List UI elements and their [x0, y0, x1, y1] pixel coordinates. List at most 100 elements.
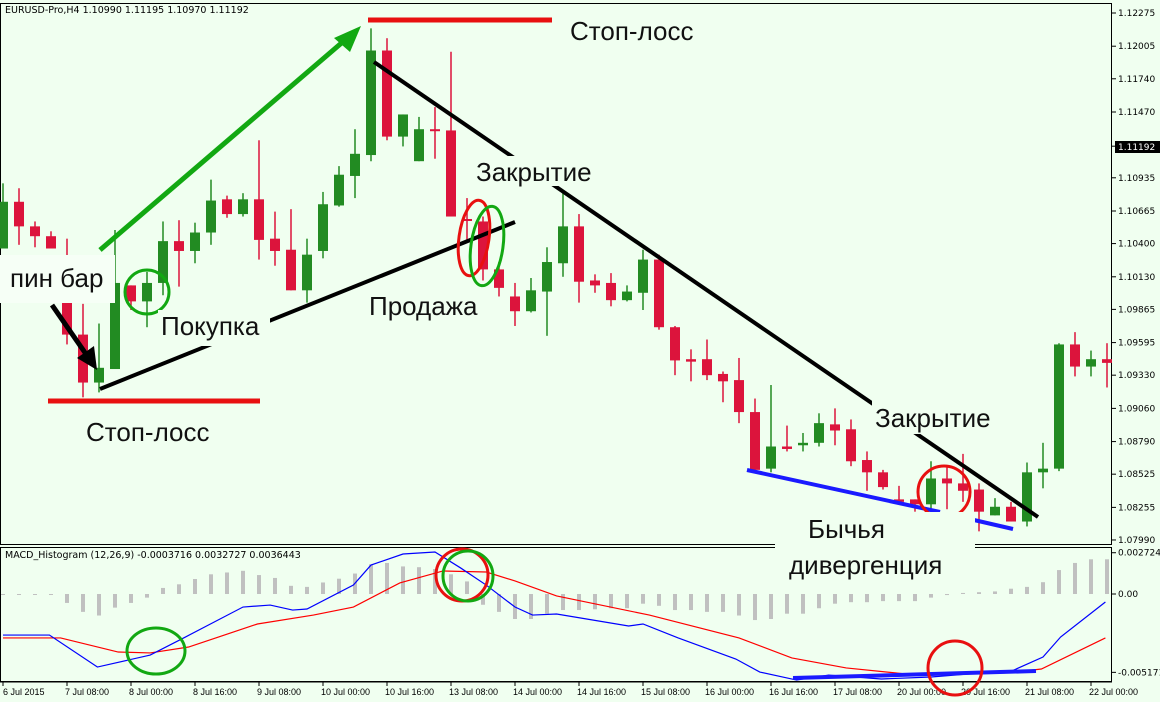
bearish-candle: [718, 371, 728, 403]
close-label-2-bg: [872, 400, 1002, 434]
candle-body: [174, 241, 184, 251]
uptrend-arrow-line: [98, 38, 347, 252]
bearish-candle: [846, 419, 856, 467]
bullish-candle: [158, 221, 168, 296]
bearish-candle: [46, 231, 56, 249]
candle-body: [878, 472, 888, 488]
macd-histogram-bar: [465, 581, 469, 594]
bearish-candle: [590, 274, 600, 293]
macd-histogram-bar: [321, 582, 325, 594]
time-tick-label: 10 Jul 16:00: [385, 687, 434, 697]
bullish-candle: [414, 116, 424, 162]
macd-histogram-bar: [17, 594, 21, 595]
resistance-trend-line: [372, 60, 1040, 519]
price-tick-label: 1.10130: [1118, 273, 1155, 283]
candle-body: [222, 199, 232, 215]
bullish-candle: [798, 432, 808, 452]
bearish-candle: [654, 254, 664, 330]
macd-histogram-bar: [97, 594, 101, 616]
sell-label: Продажа: [369, 291, 478, 321]
macd-histogram-bar: [305, 586, 309, 594]
bearish-candle: [574, 214, 584, 303]
macd-histogram-bar: [1025, 586, 1029, 594]
candle-body: [654, 259, 664, 328]
candle-body: [126, 285, 136, 302]
bearish-candle: [446, 51, 456, 217]
macd-histogram-bar: [977, 592, 981, 594]
price-tick-label: 1.09330: [1118, 371, 1155, 381]
macd-histogram-bar: [737, 594, 741, 616]
bearish-candle: [286, 209, 296, 291]
macd-histogram-bar: [769, 594, 773, 619]
macd-histogram-bar: [785, 594, 789, 614]
current-price-label: 1.11192: [1118, 143, 1155, 153]
macd-histogram-bar: [545, 594, 549, 614]
divergence-label-bg: [775, 512, 975, 582]
macd-title: MACD_Histogram (12,26,9) -0.0003716 0.00…: [5, 550, 301, 561]
candle-body: [46, 236, 56, 249]
macd-histogram-bar: [145, 594, 149, 598]
bearish-candle: [1006, 501, 1016, 522]
annotations: Стоп-лосс Стоп-лосс пин бар Покупка Прод…: [0, 16, 1040, 697]
macd-histogram-bar: [561, 594, 565, 611]
macd-histogram-bar: [529, 594, 533, 619]
macd-histogram-bar: [193, 579, 197, 594]
macd-histogram-bar: [705, 594, 709, 612]
macd-histogram-bar: [849, 594, 853, 603]
macd-divergence-circle: [926, 639, 984, 697]
bullish-candle: [814, 413, 824, 447]
candle-body: [0, 201, 8, 249]
buy-signal-circle: [123, 268, 171, 316]
macd-histogram-bar: [113, 594, 117, 608]
bearish-candle: [510, 282, 520, 326]
time-tick-label: 21 Jul 08:00: [1025, 687, 1074, 697]
candle-body: [718, 373, 728, 382]
macd-histogram-bar: [641, 594, 645, 604]
macd-histogram-bar: [65, 594, 69, 603]
macd-histogram-bar: [673, 594, 677, 611]
bearish-candle: [430, 107, 440, 159]
macd-histogram-bar: [1009, 588, 1013, 594]
bullish-candle: [1054, 343, 1064, 472]
bullish-candle: [1086, 350, 1096, 377]
candle-body: [894, 499, 904, 502]
macd-histogram-bar: [177, 584, 181, 594]
bearish-candle: [782, 425, 792, 452]
price-tick-label: 1.10400: [1118, 240, 1155, 250]
candle-body: [846, 429, 856, 462]
bullish-candle: [142, 271, 152, 328]
bearish-candle: [270, 211, 280, 266]
macd-histogram-bar: [689, 594, 693, 611]
stop-loss-top-label: Стоп-лосс: [570, 16, 694, 46]
buy-label: Покупка: [161, 311, 260, 341]
macd-histogram-bar: [1089, 559, 1093, 594]
buy-label-bg: [158, 310, 270, 346]
bullish-candle: [398, 114, 408, 147]
candle-body: [526, 290, 536, 312]
bearish-candle: [382, 38, 392, 141]
candle-body: [430, 129, 440, 132]
candle-body: [1070, 344, 1080, 367]
candle-body: [622, 291, 632, 301]
candle-body: [926, 478, 936, 505]
bearish-candle: [174, 220, 184, 287]
candle-body: [110, 282, 120, 370]
time-tick-label: 22 Jul 00:00: [1089, 687, 1138, 697]
candle-body: [302, 254, 312, 291]
price-tick-label: 1.08790: [1118, 438, 1155, 448]
candle-body: [670, 327, 680, 361]
macd-histogram-bar: [721, 594, 725, 612]
time-tick-label: 8 Jul 00:00: [129, 687, 173, 697]
candle-body: [14, 201, 24, 227]
macd-histogram-bar: [1057, 570, 1061, 594]
macd-histogram-bar: [1073, 562, 1077, 594]
bullish-candle: [366, 28, 376, 162]
candle-body: [366, 50, 376, 156]
bullish-candle: [638, 249, 648, 310]
macd-histogram-bar: [881, 594, 885, 602]
candle-body: [974, 489, 984, 512]
time-tick-label: 16 Jul 00:00: [705, 687, 754, 697]
macd-histogram-bar: [929, 594, 933, 598]
candle-body: [686, 359, 696, 362]
time-tick-label: 20 Jul 00:00: [897, 687, 946, 697]
